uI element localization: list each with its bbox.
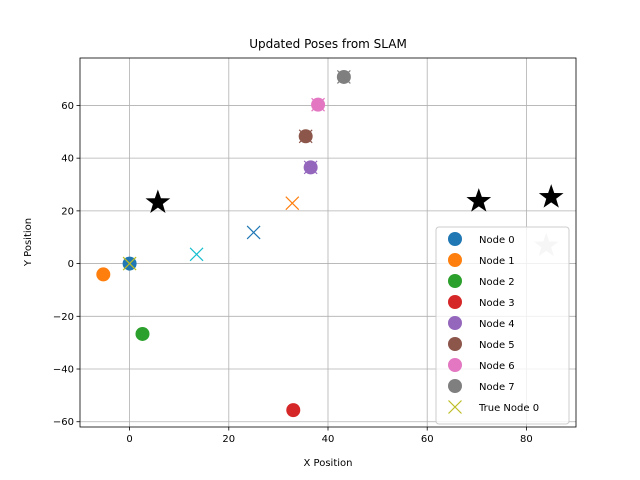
chart-title: Updated Poses from SLAM — [249, 37, 407, 51]
legend-box — [435, 226, 570, 425]
legend-marker — [448, 274, 462, 288]
y-tick-label: 60 — [61, 101, 74, 112]
legend-label: Node 2 — [479, 277, 515, 288]
x-marker — [336, 70, 351, 84]
data-point-true-node-0 — [122, 256, 137, 271]
legend-label: Node 0 — [479, 235, 515, 246]
y-tick-label: 0 — [68, 259, 74, 270]
legend-marker — [448, 358, 462, 372]
x-marker — [246, 225, 261, 240]
legend-label: Node 3 — [479, 298, 515, 309]
x-tick-label: 80 — [520, 434, 533, 445]
y-tick-label: 40 — [61, 154, 74, 165]
y-tick-label: −20 — [53, 312, 74, 323]
star-marker — [145, 189, 171, 213]
legend-marker — [448, 295, 462, 309]
y-tick-label: −40 — [53, 365, 74, 376]
x-marker — [303, 160, 318, 175]
star-marker — [466, 188, 492, 212]
legend-marker — [448, 232, 462, 246]
x-tick-label: 40 — [322, 434, 335, 445]
y-tick-label: 20 — [61, 206, 74, 217]
y-axis-label: Y Position — [23, 218, 34, 267]
data-point-node-1 — [96, 267, 111, 282]
legend-label: Node 4 — [479, 319, 515, 330]
legend-marker — [448, 316, 462, 330]
x-marker — [285, 196, 300, 211]
legend-label: Node 5 — [479, 340, 515, 351]
data-point-node-2 — [135, 326, 150, 341]
x-tick-label: 0 — [126, 434, 132, 445]
legend-marker — [448, 400, 462, 414]
y-tick-label: −60 — [53, 417, 74, 428]
data-point-node-3 — [286, 403, 301, 418]
legend: Node 0 Node 1 Node 2 Node 3 Node 4 Node 5 Node… — [435, 226, 570, 425]
x-marker — [311, 97, 326, 112]
x-marker — [298, 129, 313, 144]
legend-label: Node 1 — [479, 256, 515, 267]
x-axis-label: X Position — [304, 458, 353, 469]
legend-label: Node 6 — [479, 361, 515, 372]
x-tick-label: 60 — [421, 434, 434, 445]
legend-label: True Node 0 — [478, 403, 539, 414]
star-marker — [538, 184, 564, 208]
legend-marker — [448, 337, 462, 351]
legend-marker — [448, 379, 462, 393]
x-tick-label: 20 — [222, 434, 235, 445]
x-marker — [189, 247, 204, 262]
axes-frame — [79, 57, 577, 428]
legend-label: Node 7 — [479, 382, 515, 393]
legend-marker — [448, 253, 462, 267]
